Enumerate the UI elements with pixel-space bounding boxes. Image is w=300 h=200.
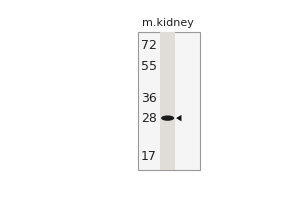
Text: 72: 72 bbox=[141, 39, 157, 52]
Text: 28: 28 bbox=[141, 112, 157, 125]
Ellipse shape bbox=[161, 115, 174, 121]
Polygon shape bbox=[176, 115, 182, 121]
Bar bbox=[160, 32, 175, 170]
Text: m.kidney: m.kidney bbox=[142, 18, 194, 28]
Text: 17: 17 bbox=[141, 150, 157, 163]
Bar bbox=[138, 32, 200, 170]
Text: 55: 55 bbox=[141, 60, 157, 73]
Text: 36: 36 bbox=[141, 92, 157, 105]
